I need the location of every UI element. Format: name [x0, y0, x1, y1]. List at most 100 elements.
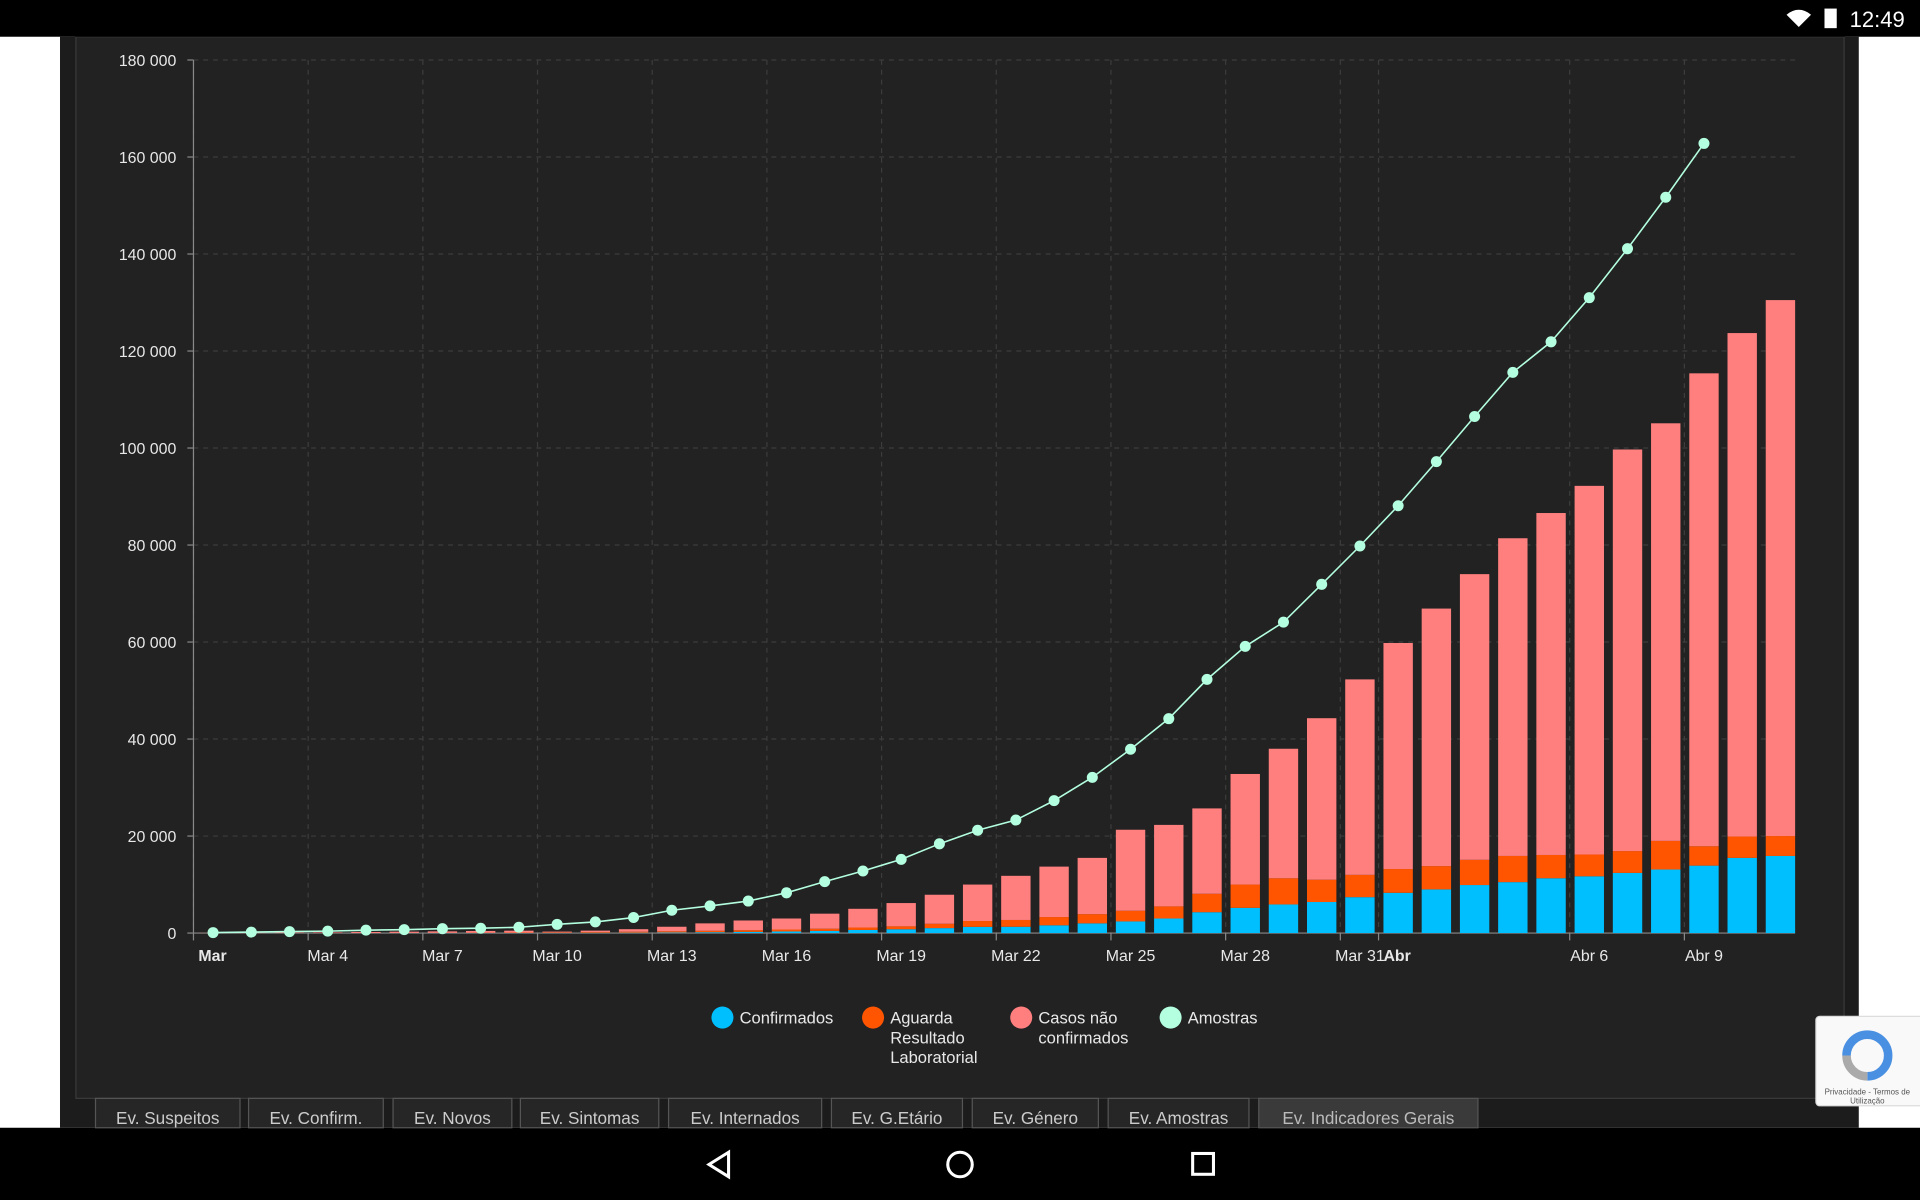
bar-segment — [810, 913, 840, 929]
bar-segment — [1268, 878, 1299, 905]
bar-segment — [1689, 865, 1719, 934]
tab[interactable] — [392, 1097, 513, 1129]
bar-segment — [1077, 914, 1108, 924]
bar-segment — [771, 931, 802, 934]
bar-segment — [1765, 836, 1796, 856]
line-point — [628, 912, 640, 924]
tab[interactable] — [971, 1097, 1099, 1129]
bar-segment — [810, 930, 840, 934]
line-point — [1430, 456, 1442, 468]
line-point — [1316, 578, 1328, 590]
tab[interactable] — [1107, 1097, 1250, 1129]
bar-segment — [1115, 829, 1146, 911]
home-button[interactable] — [946, 1150, 974, 1179]
bar-segment — [1345, 897, 1375, 934]
bar-segment — [695, 932, 725, 934]
bar-segment — [1689, 846, 1719, 866]
recaptcha-text: Utilização — [1850, 1096, 1885, 1105]
line-point — [1507, 366, 1519, 378]
x-tick-label: Mar 25 — [1106, 948, 1156, 965]
nav-bar — [0, 1127, 1920, 1200]
wifi-icon — [1786, 9, 1812, 27]
tab[interactable] — [830, 1097, 964, 1129]
line-point — [1125, 743, 1137, 755]
tab-bar: Ev. Suspeitos Ev. Confirm. Ev. Novos Ev. Si… — [94, 1097, 1479, 1129]
bar-segment — [1612, 851, 1643, 873]
line-point — [1469, 410, 1481, 423]
bar-segment — [1306, 902, 1337, 934]
line-point — [742, 895, 754, 907]
line-point — [1583, 292, 1595, 304]
bar-segment — [1077, 923, 1108, 934]
y-tick-label: 60 000 — [128, 635, 177, 652]
bar-segment — [733, 920, 763, 931]
tab[interactable] — [667, 1097, 823, 1129]
line-point — [1086, 771, 1098, 783]
legend-item: Amostras — [1187, 1008, 1258, 1028]
line — [213, 142, 1705, 934]
battery-icon — [1824, 8, 1837, 29]
line-point — [780, 887, 792, 899]
line-point — [513, 921, 525, 933]
legend-item: Confirmados — [740, 1009, 834, 1027]
bar-segment — [1651, 840, 1681, 870]
bar-segment — [1383, 869, 1413, 893]
bar-segment — [657, 931, 687, 933]
x-tick-label: Mar 13 — [647, 948, 697, 965]
x-tick-label: Abr — [1383, 948, 1410, 965]
bar-segment — [771, 918, 802, 930]
bar-segment — [618, 929, 649, 932]
bar-segment — [1574, 854, 1604, 877]
x-tick-label: Mar 4 — [307, 948, 348, 965]
legend-swatch — [1010, 1006, 1033, 1029]
status-bar — [0, 0, 1920, 37]
bar-segment — [733, 930, 763, 932]
line-point — [475, 922, 487, 934]
legend-label: Amostras — [1187, 1008, 1258, 1028]
line-point — [207, 927, 219, 939]
bar-segment — [1039, 917, 1069, 926]
x-tick-label: Mar 31 — [1335, 948, 1385, 965]
bar-segment — [1459, 859, 1490, 886]
bar-segment — [1192, 912, 1222, 934]
x-tick-label: Mar 10 — [532, 948, 582, 965]
bar-segment — [1536, 854, 1566, 879]
bar-segment — [1115, 910, 1146, 922]
tab[interactable] — [247, 1097, 384, 1129]
tab[interactable] — [94, 1097, 241, 1129]
bar-segment — [1192, 808, 1222, 894]
bar-segment — [1230, 884, 1260, 908]
bar-segment — [1727, 333, 1757, 837]
recents-button[interactable] — [1191, 1151, 1215, 1176]
bar-segment — [1230, 907, 1260, 934]
bar-segment — [1039, 866, 1069, 918]
bar-segment — [1001, 919, 1031, 927]
x-tick-label: Mar 28 — [1220, 948, 1270, 965]
bar-segment — [1421, 889, 1452, 934]
bar-segment — [1651, 869, 1681, 934]
bar-segment — [1345, 874, 1375, 898]
y-tick-label: 120 000 — [119, 344, 177, 361]
line-point — [284, 926, 296, 938]
tab-label: Ev. Suspeitos — [116, 1108, 219, 1128]
bar-segment — [695, 930, 725, 933]
bar-segment — [1421, 608, 1452, 867]
bar-segment — [1498, 882, 1528, 934]
bar-segment — [886, 929, 916, 934]
line-point — [704, 900, 716, 912]
y-tick-label: 0 — [167, 926, 176, 943]
bar-segment — [1345, 679, 1375, 875]
line-point — [1201, 673, 1213, 685]
recaptcha[interactable]: Privacidade - Termos de Utilização — [1815, 1015, 1920, 1107]
bar-segment — [1154, 824, 1184, 907]
bar-segment — [848, 927, 878, 930]
bar-segment — [1536, 878, 1566, 934]
tab[interactable] — [1258, 1097, 1479, 1129]
bar-segment — [924, 923, 955, 929]
back-button[interactable] — [706, 1149, 731, 1180]
recaptcha-box — [1815, 1015, 1920, 1107]
line-point — [666, 904, 678, 916]
tab[interactable] — [519, 1097, 660, 1129]
bar-segment — [1039, 925, 1069, 934]
